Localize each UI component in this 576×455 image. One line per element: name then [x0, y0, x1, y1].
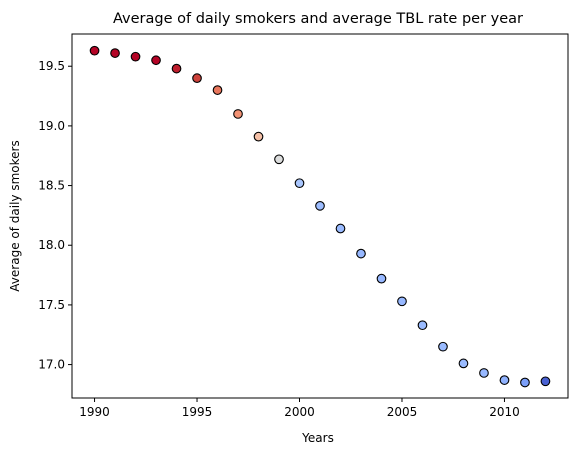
- chart-title: Average of daily smokers and average TBL…: [113, 11, 523, 27]
- data-point: [520, 377, 530, 388]
- y-axis-ticks: 17.0 17.5 18.0 18.5 19.0 19.5: [38, 59, 72, 372]
- data-point: [253, 131, 264, 142]
- data-point: [89, 45, 100, 56]
- x-axis-label: Years: [301, 431, 334, 445]
- data-point: [130, 51, 141, 62]
- data-point: [540, 376, 551, 387]
- data-point: [335, 223, 346, 234]
- data-point: [151, 55, 161, 66]
- data-point: [458, 358, 469, 369]
- data-point: [438, 341, 448, 352]
- data-point: [499, 375, 510, 385]
- x-axis-ticks: 1990 1995 2000 2005 2010: [79, 398, 520, 419]
- y-tick-label: 18.5: [38, 179, 65, 193]
- y-tick-label: 19.5: [38, 59, 65, 73]
- data-point: [479, 368, 489, 378]
- plot-frame: [71, 33, 569, 399]
- data-point: [192, 73, 202, 84]
- data-point: [212, 85, 223, 95]
- y-tick-label: 19.0: [38, 119, 65, 133]
- data-point: [417, 320, 428, 331]
- x-tick-label: 2000: [284, 405, 315, 419]
- data-point: [171, 63, 182, 74]
- y-tick-label: 17.0: [38, 358, 65, 372]
- data-point: [397, 296, 407, 307]
- x-tick-label: 1990: [79, 405, 110, 419]
- data-point: [294, 178, 305, 189]
- y-axis-label: Average of daily smokers: [8, 140, 22, 291]
- data-point: [315, 201, 325, 211]
- y-tick-label: 17.5: [38, 298, 65, 312]
- data-point: [376, 273, 387, 284]
- data-point: [356, 248, 366, 259]
- data-points: [89, 45, 551, 388]
- data-point: [274, 154, 284, 165]
- y-tick-label: 18.0: [38, 238, 65, 252]
- data-point: [110, 48, 120, 58]
- x-tick-label: 2005: [387, 405, 418, 419]
- x-tick-label: 2010: [489, 405, 520, 419]
- data-point: [233, 109, 243, 119]
- x-tick-label: 1995: [182, 405, 213, 419]
